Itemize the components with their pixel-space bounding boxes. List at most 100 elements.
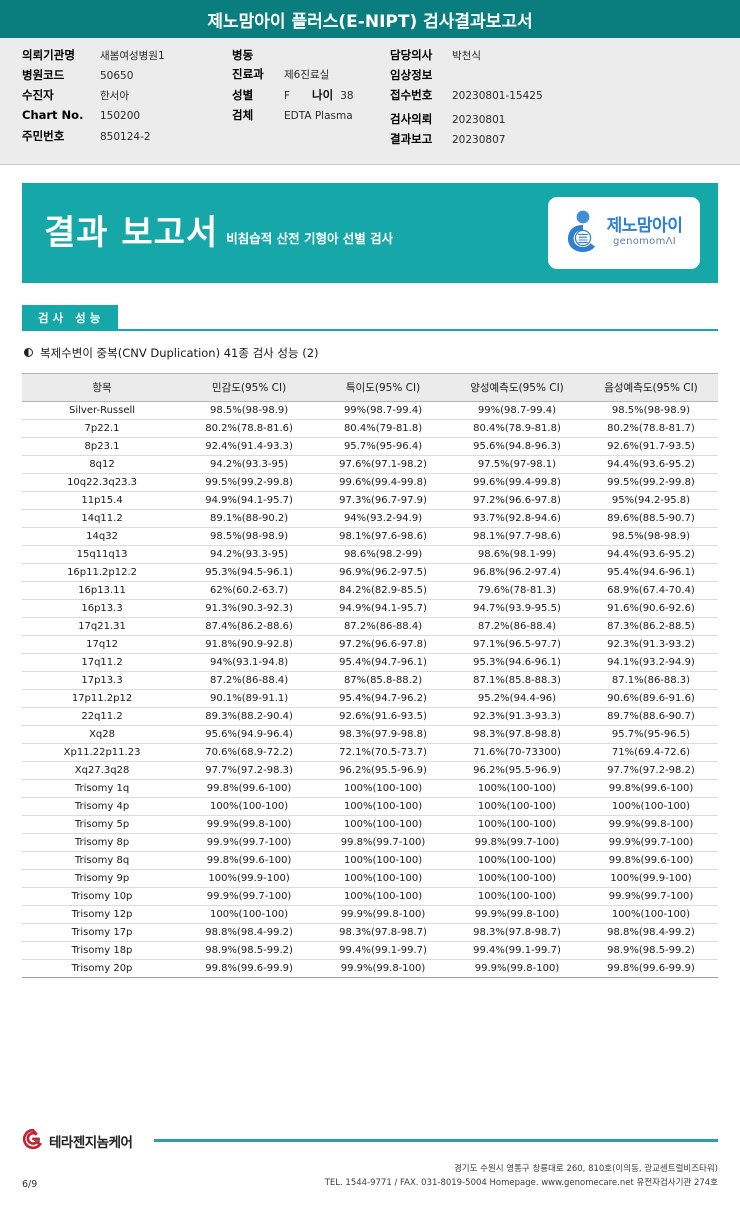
table-cell-value: 98.1%(97.7-98.6) [450, 527, 584, 546]
table-cell-value: 95.4%(94.7-96.1) [316, 653, 451, 672]
table-cell-value: 100%(100-100) [316, 851, 451, 870]
info-row-doctor: 담당의사 박천식 [390, 48, 690, 63]
table-cell-value: 91.6%(90.6-92.6) [583, 599, 718, 618]
info-value-patient-name: 한서아 [100, 90, 129, 103]
table-cell-value: 92.6%(91.7-93.5) [583, 437, 718, 456]
table-cell-value: 95.3%(94.6-96.1) [450, 653, 584, 672]
table-cell-value: 100%(100-100) [450, 887, 584, 906]
table-cell-value: 99%(98.7-99.4) [316, 401, 451, 420]
info-value-report-date: 20230807 [452, 133, 506, 146]
table-cell-value: 97.6%(97.1-98.2) [316, 455, 451, 474]
table-row: 14q32 98.5%(98-98.9) 98.1%(97.6-98.6) 98.1%… [22, 527, 718, 546]
table-row: Trisomy 18p 98.9%(98.5-99.2) 99.4%(99.1-99… [22, 941, 718, 960]
table-row: 17q11.2 94%(93.1-94.8) 95.4%(94.7-96.1) 95.… [22, 653, 718, 672]
table-row: 8q12 94.2%(93.3-95) 97.6%(97.1-98.2) 97.5%(… [22, 455, 718, 474]
table-cell-value: 94.7%(93.9-95.5) [450, 599, 584, 618]
table-row: 14q11.2 89.1%(88-90.2) 94%(93.2-94.9) 93.7%… [22, 509, 718, 528]
table-cell-value: 96.2%(95.5-96.9) [450, 761, 584, 780]
table-cell-value: 99.9%(99.7-100) [583, 833, 718, 852]
table-cell-value: 72.1%(70.5-73.7) [316, 743, 451, 762]
info-value-doctor: 박천식 [452, 50, 481, 62]
table-cell-item: Trisomy 9p [22, 869, 183, 888]
genomom-logo-text: 제노맘아이 genomomΛI [606, 215, 683, 248]
info-row-chart-no: Chart No. 150200 [22, 108, 232, 123]
table-cell-value: 98.3%(97.9-98.8) [316, 725, 451, 744]
genomom-logo-korean: 제노맘아이 [606, 215, 683, 236]
footer-address-line-2: TEL. 1544-9771 / FAX. 031-8019-5004 Home… [324, 1177, 718, 1188]
table-cell-value: 80.4%(78.9-81.8) [450, 419, 584, 438]
table-cell-value: 95.7%(95-96.4) [316, 437, 451, 456]
table-cell-value: 89.6%(88.5-90.7) [583, 509, 718, 528]
performance-table-head: 항목 민감도(95% CI) 특이도(95% CI) 양성예측도(95% CI)… [22, 372, 718, 402]
info-label-test-request-date: 검사의뢰 [390, 111, 433, 126]
table-cell-value: 71%(69.4-72.6) [583, 743, 718, 762]
patient-info-panel: 의뢰기관명 새봄여성병원1 병원코드 50650 수진자 한서아 Chart N… [0, 38, 740, 165]
table-row: Trisomy 8q 99.8%(99.6-100) 100%(100-100) 10… [22, 851, 718, 870]
table-cell-value: 100%(100-100) [450, 851, 584, 870]
table-cell-value: 97.5%(97-98.1) [450, 455, 584, 474]
table-cell-value: 99.9%(99.7-100) [583, 887, 718, 906]
table-cell-value: 71.6%(70-73300) [450, 743, 584, 762]
table-row: Trisomy 5p 99.9%(99.8-100) 100%(100-100) 10… [22, 815, 718, 834]
patient-info-column-1: 의뢰기관명 새봄여성병원1 병원코드 50650 수진자 한서아 Chart N… [0, 48, 232, 152]
table-row: Trisomy 8p 99.9%(99.7-100) 99.8%(99.7-100)… [22, 833, 718, 852]
table-row: 17p13.3 87.2%(86-88.4) 87%(85.8-88.2) 87.1%… [22, 671, 718, 690]
table-cell-value: 94.1%(93.2-94.9) [583, 653, 718, 672]
table-cell-item: 14q11.2 [22, 509, 183, 528]
table-row: Trisomy 4p 100%(100-100) 100%(100-100) 100%… [22, 797, 718, 816]
table-cell-value: 92.3%(91.3-93.2) [583, 635, 718, 654]
table-cell-value: 92.4%(91.4-93.3) [182, 437, 317, 456]
info-row-resident-no: 주민번호 850124-2 [22, 129, 232, 144]
page-footer: 테라젠지놈케어 6/9 경기도 수원시 영통구 창룡대로 260, 810호(이… [0, 1128, 740, 1190]
section-subtitle: 복제수변이 중복(CNV Duplication) 41종 검사 성능 (2) [40, 345, 319, 360]
table-cell-item: Trisomy 18p [22, 941, 183, 960]
table-cell-value: 80.2%(78.8-81.7) [583, 419, 718, 438]
table-row: 22q11.2 89.3%(88.2-90.4) 92.6%(91.6-93.5) 9… [22, 707, 718, 726]
info-row-hospital-code: 병원코드 50650 [22, 68, 232, 83]
table-cell-value: 99.9%(99.8-100) [450, 959, 584, 978]
table-row: 10q22.3q23.3 99.5%(99.2-99.8) 99.6%(99.4-9… [22, 473, 718, 492]
table-cell-value: 87.3%(86.2-88.5) [583, 617, 718, 636]
table-cell-value: 87.4%(86.2-88.6) [182, 617, 317, 636]
patient-info-column-2: 병동 진료과 제6진료실 성별 F 나이 38 검체 EDTA Plasma [232, 48, 390, 152]
table-cell-value: 94%(93.2-94.9) [316, 509, 451, 528]
table-cell-value: 92.3%(91.3-93.3) [450, 707, 584, 726]
info-value-institution: 새봄여성병원1 [100, 50, 165, 62]
footer-logo-row: 테라젠지놈케어 [22, 1128, 718, 1154]
table-cell-value: 98.3%(97.8-98.7) [316, 923, 451, 942]
column-header-sensitivity: 민감도(95% CI) [182, 372, 317, 402]
table-cell-value: 99.8%(99.6-100) [583, 851, 718, 870]
terragen-company-name: 테라젠지놈케어 [49, 1134, 133, 1151]
info-row-clinical-info: 임상정보 [390, 68, 690, 82]
table-cell-value: 94.2%(93.3-95) [182, 545, 317, 564]
table-cell-item: Silver-Russell [22, 401, 183, 420]
section-subtitle-row: 복제수변이 중복(CNV Duplication) 41종 검사 성능 (2) [24, 345, 718, 361]
table-cell-value: 98.3%(97.8-98.8) [450, 725, 584, 744]
genomom-logo-english: genomomΛI [612, 235, 677, 247]
table-cell-value: 96.8%(96.2-97.4) [450, 563, 584, 582]
table-row: Silver-Russell 98.5%(98-98.9) 99%(98.7-99.… [22, 401, 718, 420]
table-cell-value: 87.2%(86-88.4) [316, 617, 451, 636]
table-cell-value: 100%(100-100) [182, 905, 317, 924]
table-cell-value: 89.7%(88.6-90.7) [583, 707, 718, 726]
info-label-chart-no: Chart No. [22, 108, 84, 123]
info-label-patient-name: 수진자 [22, 88, 54, 103]
table-cell-item: Trisomy 8p [22, 833, 183, 852]
info-value-chart-no: 150200 [100, 110, 141, 123]
table-cell-value: 87.1%(85.8-88.3) [450, 671, 584, 690]
table-cell-item: Trisomy 17p [22, 923, 183, 942]
info-label-specimen: 검체 [232, 107, 254, 122]
table-cell-value: 99.6%(99.4-99.8) [450, 473, 584, 492]
table-cell-value: 98.5%(98-98.9) [182, 527, 317, 546]
section-divider [118, 328, 718, 331]
table-cell-value: 92.6%(91.6-93.5) [316, 707, 451, 726]
table-cell-item: 17q11.2 [22, 653, 183, 672]
info-row-test-request-date: 검사의뢰 20230801 [390, 112, 690, 127]
table-cell-value: 97.3%(96.7-97.9) [316, 491, 451, 510]
table-cell-item: 16p11.2p12.2 [22, 563, 183, 582]
table-cell-value: 96.9%(96.2-97.5) [316, 563, 451, 582]
report-banner-wrapper: 결과 보고서 비침습적 산전 기형아 선별 검사 제노맘아이 [0, 165, 740, 283]
table-cell-value: 90.1%(89-91.1) [182, 689, 317, 708]
table-cell-value: 89.3%(88.2-90.4) [182, 707, 317, 726]
table-cell-value: 93.7%(92.8-94.6) [450, 509, 584, 528]
